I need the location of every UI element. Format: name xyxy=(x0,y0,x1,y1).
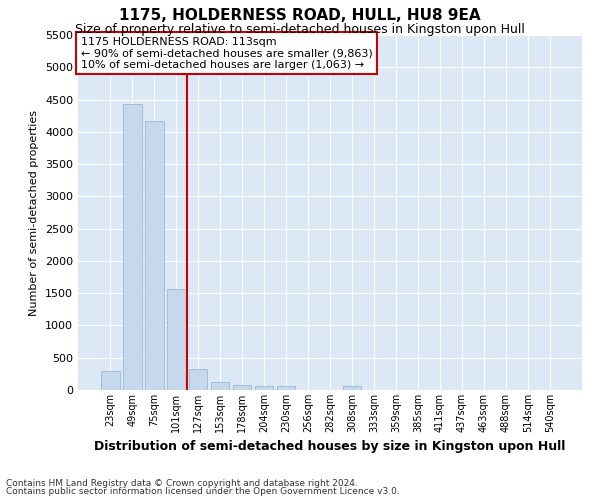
Bar xyxy=(167,288,185,390)
Bar xyxy=(233,386,251,390)
Bar xyxy=(101,372,119,390)
Text: Size of property relative to semi-detached houses in Kingston upon Hull: Size of property relative to semi-detach… xyxy=(75,22,525,36)
Text: Contains HM Land Registry data © Crown copyright and database right 2024.: Contains HM Land Registry data © Crown c… xyxy=(6,478,358,488)
Bar xyxy=(145,122,164,390)
Text: Contains public sector information licensed under the Open Government Licence v3: Contains public sector information licen… xyxy=(6,487,400,496)
Bar xyxy=(211,382,229,390)
Y-axis label: Number of semi-detached properties: Number of semi-detached properties xyxy=(29,110,40,316)
Bar xyxy=(255,386,274,390)
Bar xyxy=(189,369,208,390)
Bar xyxy=(277,386,295,390)
X-axis label: Distribution of semi-detached houses by size in Kingston upon Hull: Distribution of semi-detached houses by … xyxy=(94,440,566,454)
Text: 1175 HOLDERNESS ROAD: 113sqm
← 90% of semi-detached houses are smaller (9,863)
1: 1175 HOLDERNESS ROAD: 113sqm ← 90% of se… xyxy=(80,37,372,70)
Text: 1175, HOLDERNESS ROAD, HULL, HU8 9EA: 1175, HOLDERNESS ROAD, HULL, HU8 9EA xyxy=(119,8,481,22)
Bar xyxy=(123,104,142,390)
Bar xyxy=(343,386,361,390)
